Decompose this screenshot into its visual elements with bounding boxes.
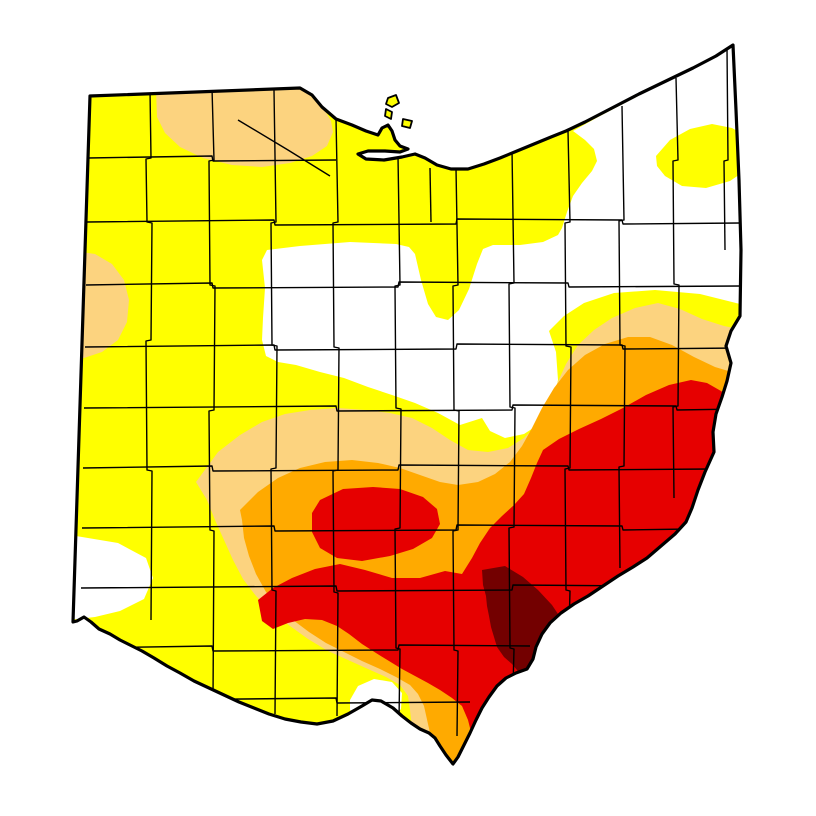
d3-region-west-blob bbox=[312, 487, 440, 561]
ohio-state-outline bbox=[71, 43, 743, 766]
d1-region-north bbox=[156, 87, 333, 167]
county-boundaries bbox=[79, 47, 741, 737]
no-drought-region-northeast-central bbox=[262, 45, 741, 438]
island-north bbox=[385, 94, 400, 108]
island-middle bbox=[384, 108, 393, 120]
no-drought-region-southwest bbox=[73, 535, 153, 620]
island-east bbox=[401, 118, 413, 129]
lake-erie-islands bbox=[384, 94, 413, 129]
